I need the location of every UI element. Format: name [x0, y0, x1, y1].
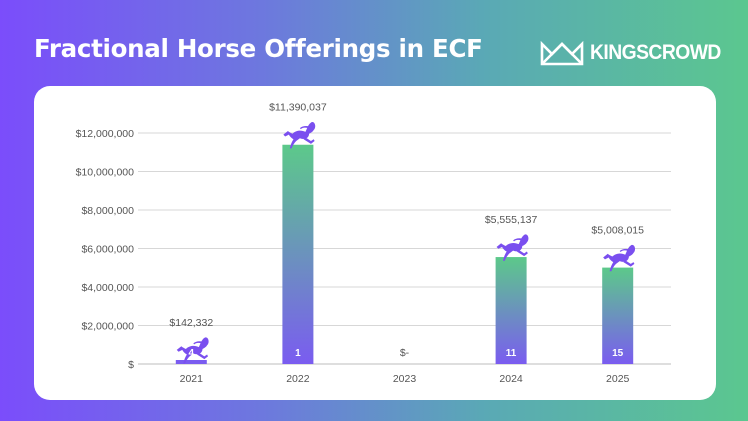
y-tick-label: $ — [128, 359, 134, 371]
value-label: $- — [400, 347, 410, 359]
y-tick-label: $12,000,000 — [76, 128, 135, 140]
value-label: $142,332 — [169, 317, 213, 329]
bar-chart: $ $2,000,000 $4,000,000 $6,000,000 $8,000,00… — [76, 102, 671, 385]
y-tick-label: $4,000,000 — [81, 282, 134, 294]
value-label: $5,008,015 — [591, 225, 644, 237]
x-tick-label: 2023 — [393, 373, 417, 385]
offering-count-label: 4 — [189, 348, 195, 359]
value-label: $11,390,037 — [269, 102, 327, 114]
y-tick-label: $8,000,000 — [81, 205, 134, 217]
horse-icon — [283, 122, 316, 149]
offering-count-label: 11 — [506, 348, 517, 359]
kingscrowd-logo: KINGSCROWD — [540, 38, 732, 68]
x-tick-label: 2021 — [180, 373, 204, 385]
bar — [175, 360, 207, 364]
offering-count-label: 15 — [612, 348, 624, 359]
y-tick-label: $2,000,000 — [81, 321, 134, 333]
x-tick-label: 2025 — [606, 373, 630, 385]
page-title: Fractional Horse Offerings in ECF — [34, 34, 483, 63]
y-tick-label: $6,000,000 — [81, 244, 134, 256]
offering-count-label: 1 — [295, 348, 301, 359]
horse-icon — [496, 234, 529, 261]
x-tick-label: 2024 — [499, 373, 523, 385]
crown-logo-icon — [540, 40, 584, 66]
y-tick-label: $10,000,000 — [76, 167, 135, 179]
bar — [282, 144, 314, 364]
bar — [602, 267, 634, 364]
chart-card: $ $2,000,000 $4,000,000 $6,000,000 $8,000,00… — [34, 86, 716, 400]
brand-name: KINGSCROWD — [590, 41, 721, 64]
bar — [495, 257, 527, 364]
x-tick-label: 2022 — [286, 373, 310, 385]
value-label: $5,555,137 — [485, 214, 538, 226]
